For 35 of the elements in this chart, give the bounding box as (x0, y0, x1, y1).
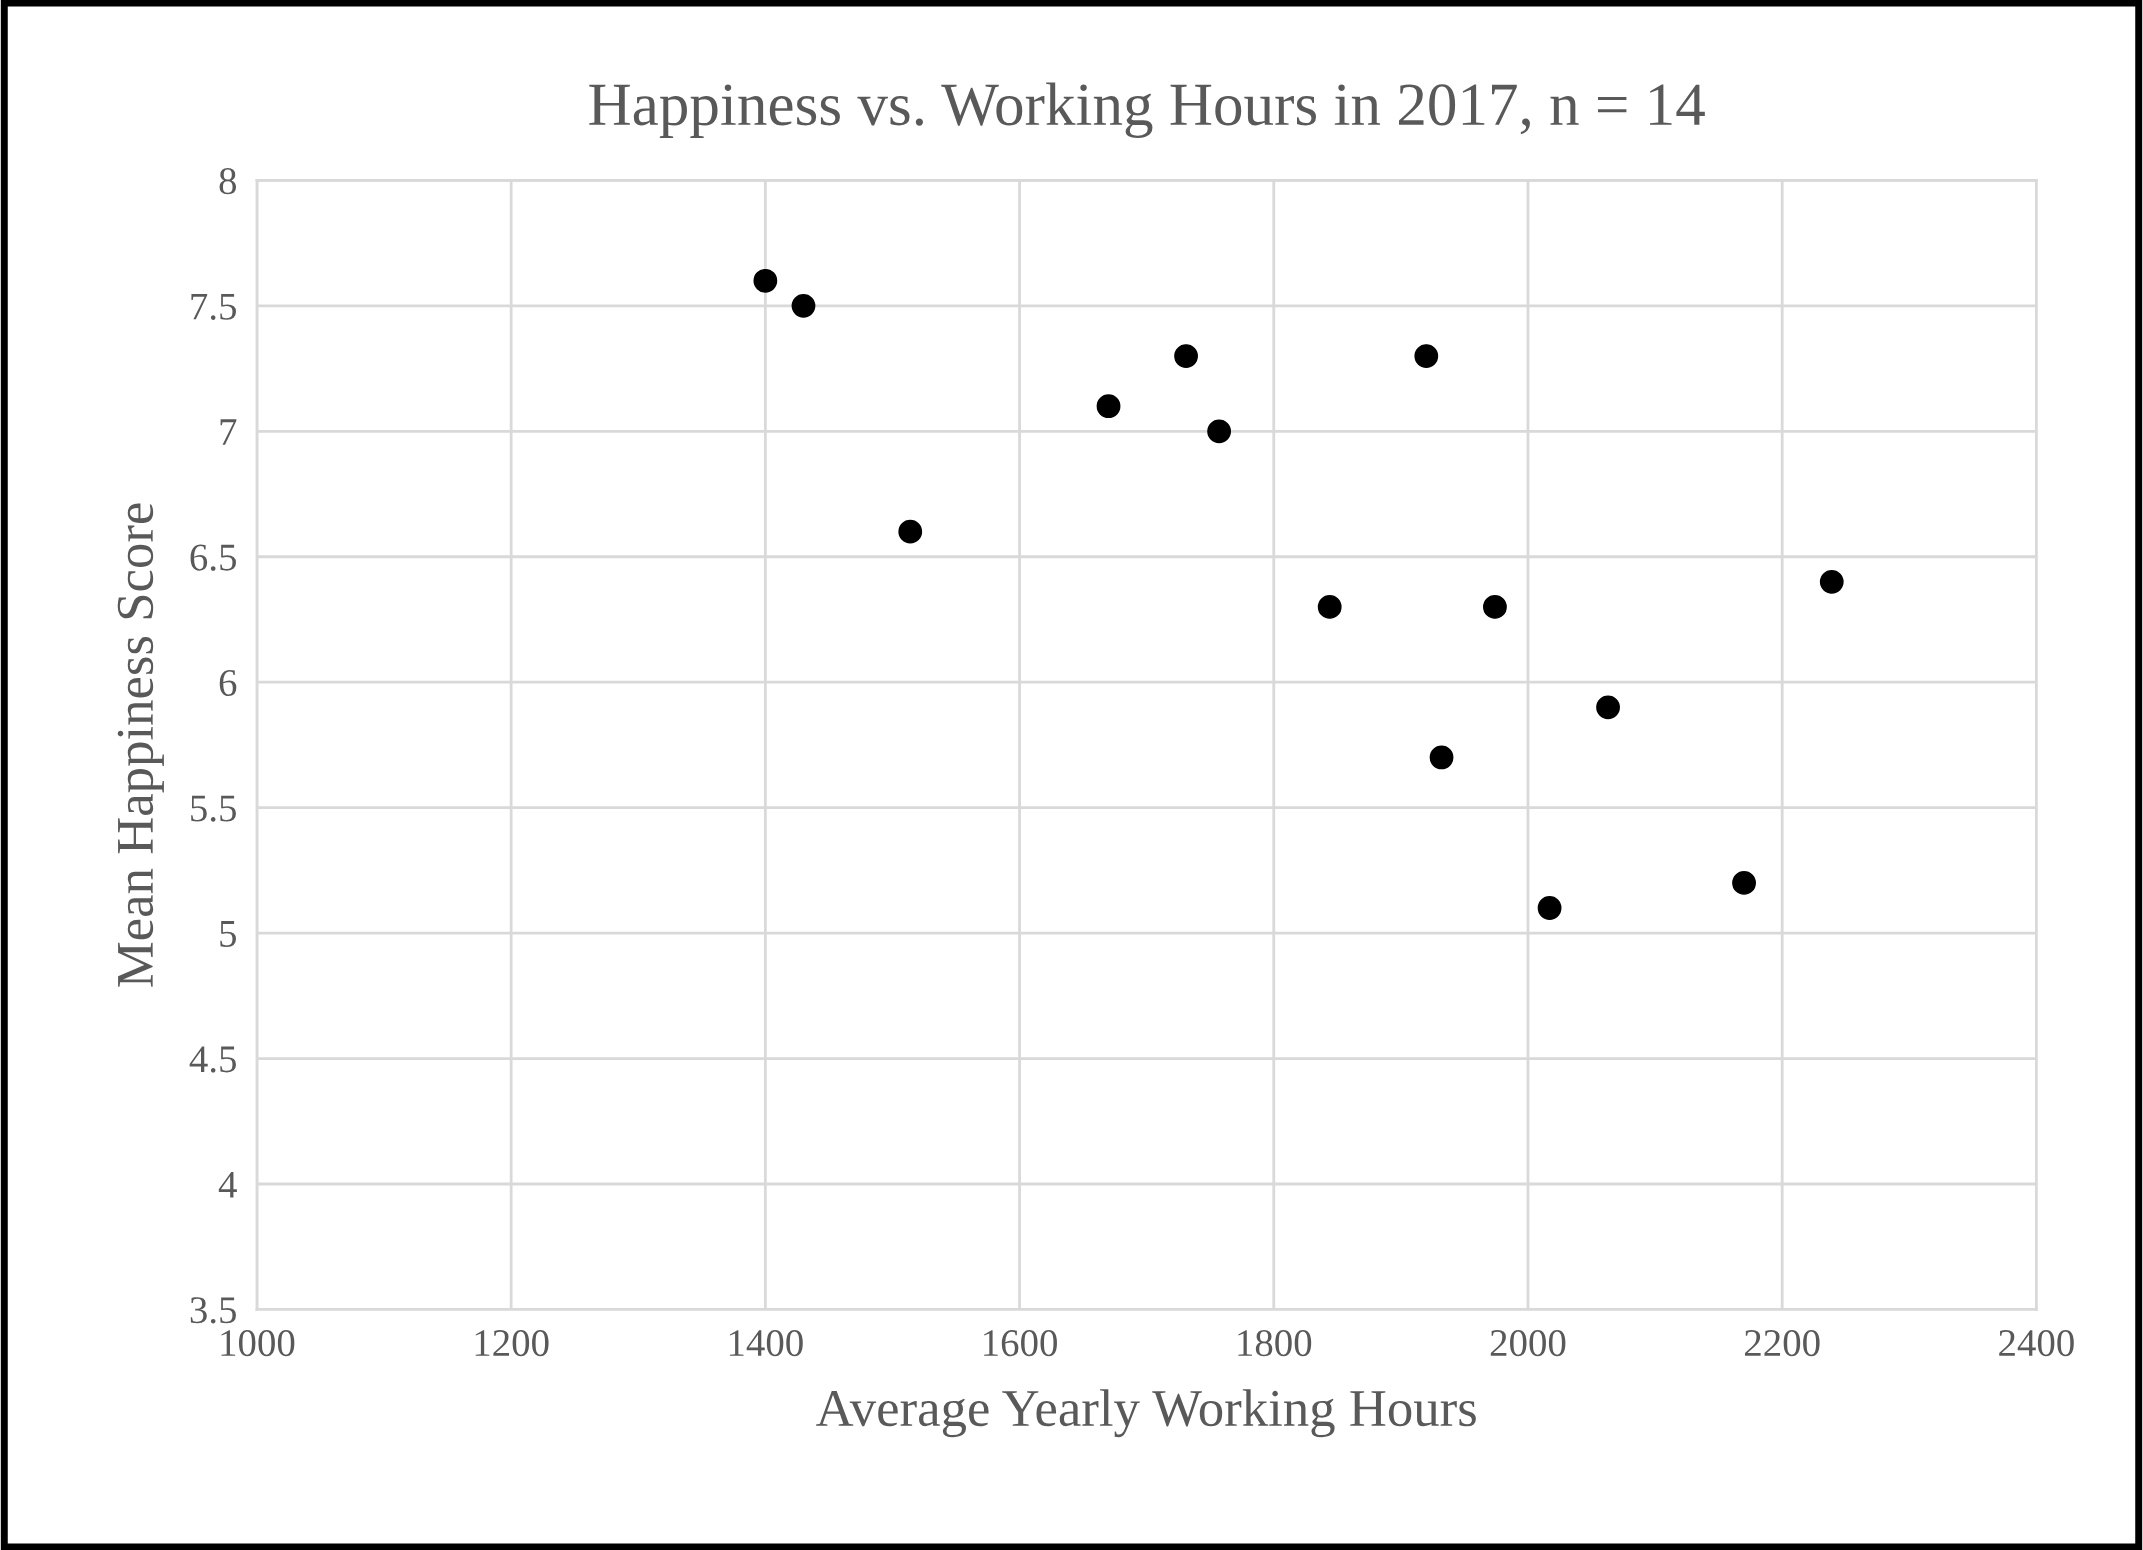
y-tick-label: 6.5 (190, 544, 236, 571)
y-tick-label: 3.5 (190, 1297, 236, 1324)
y-tick-label: 7.5 (191, 293, 236, 320)
y-tick-label: 5 (220, 921, 236, 947)
x-tick-label: 2000 (1490, 1330, 1566, 1357)
point (1174, 344, 1198, 368)
point (1537, 896, 1562, 920)
point (1483, 595, 1507, 619)
point (791, 293, 816, 318)
y-tick-label: 8 (219, 168, 237, 195)
point (1096, 394, 1121, 419)
point (1414, 344, 1439, 368)
point (1207, 419, 1232, 444)
y-tick-label: 7 (220, 419, 237, 445)
point (1429, 745, 1454, 770)
x-tick-label: 1800 (1238, 1330, 1312, 1357)
x-tick-label: 2400 (1999, 1330, 2074, 1357)
y-tick-label: 4 (218, 1171, 237, 1198)
y-tick-label: 4.5 (189, 1046, 236, 1073)
y-tick-label: 6 (219, 669, 237, 697)
point (753, 268, 778, 293)
x-tick-label: 1000 (221, 1330, 295, 1357)
point (1819, 569, 1844, 594)
point (1596, 695, 1620, 720)
x-tick-label: 2200 (1745, 1330, 1820, 1357)
x-tick-label: 1400 (729, 1330, 803, 1357)
point (1317, 595, 1342, 619)
x-axis-title: Average Yearly Working Hours (816, 1389, 1476, 1438)
chart-title: Happiness vs. Working Hours in 2017, n = 14 (589, 82, 1705, 139)
point (1732, 871, 1756, 895)
point (898, 519, 923, 544)
y-tick-label: 5.5 (191, 795, 236, 822)
x-tick-label: 1600 (984, 1330, 1057, 1357)
y-axis-title: Mean Happiness Score (117, 503, 164, 987)
x-tick-label: 1200 (475, 1330, 549, 1357)
